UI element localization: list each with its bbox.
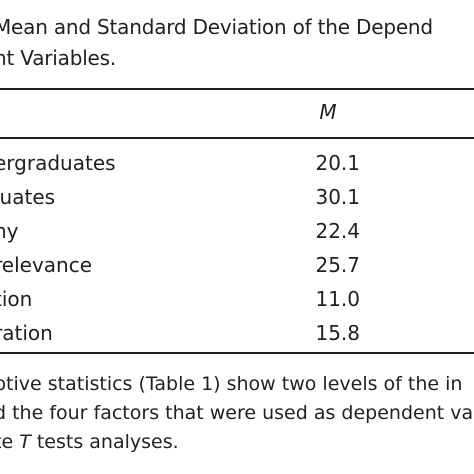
- table-body: ergraduates 20.1 luates 30.1 ny 22.4 rel…: [0, 148, 474, 352]
- table-note: ptive statistics (Table 1) show two leve…: [0, 370, 474, 457]
- row-label: tion: [0, 287, 33, 311]
- table-row: tion 11.0: [0, 284, 474, 318]
- table-row: ergraduates 20.1: [0, 148, 474, 182]
- row-mean-value: 20.1: [315, 151, 360, 175]
- table-row: ration 15.8: [0, 318, 474, 352]
- table-row: relevance 25.7: [0, 250, 474, 284]
- table-bottom-rule: [0, 352, 474, 354]
- row-label: ergraduates: [0, 151, 116, 175]
- column-header-mean: M: [319, 100, 337, 124]
- row-label: ny: [0, 219, 19, 243]
- note-line-1: ptive statistics (Table 1) show two leve…: [0, 373, 463, 395]
- note-line-3: te T tests analyses.: [0, 428, 474, 457]
- note-line-3-end: tests analyses.: [30, 431, 179, 453]
- caption-line-2: nt Variables.: [0, 46, 117, 70]
- note-line-3-start: te: [0, 431, 14, 453]
- table-row: ny 22.4: [0, 216, 474, 250]
- row-mean-value: 25.7: [315, 253, 360, 277]
- row-mean-value: 15.8: [315, 321, 360, 345]
- row-mean-value: 30.1: [315, 185, 360, 209]
- note-line-2: d the four factors that were used as dep…: [0, 402, 474, 424]
- table-top-rule: [0, 88, 474, 90]
- row-mean-value: 22.4: [315, 219, 360, 243]
- row-label: relevance: [0, 253, 93, 277]
- row-mean-value: 11.0: [315, 287, 360, 311]
- table-caption: Mean and Standard Deviation of the Depen…: [0, 12, 433, 74]
- table-header-rule: [0, 137, 474, 139]
- caption-line-1: Mean and Standard Deviation of the Depen…: [0, 15, 433, 39]
- row-label: luates: [0, 185, 56, 209]
- table-row: luates 30.1: [0, 182, 474, 216]
- row-label: ration: [0, 321, 53, 345]
- note-italic-t: T: [19, 431, 31, 453]
